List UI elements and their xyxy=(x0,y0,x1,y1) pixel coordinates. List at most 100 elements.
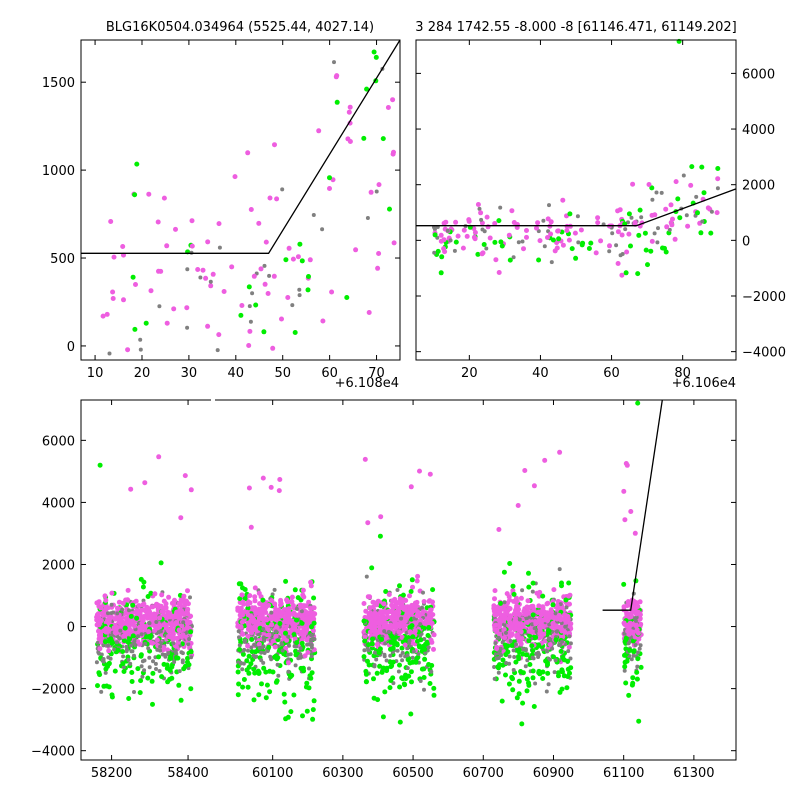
data-point xyxy=(478,207,482,211)
data-point xyxy=(277,488,282,493)
data-point xyxy=(99,690,103,694)
data-point xyxy=(283,716,288,721)
data-point xyxy=(399,617,403,621)
data-point xyxy=(473,230,478,235)
data-point xyxy=(150,671,155,676)
data-point xyxy=(698,230,703,235)
data-point xyxy=(560,669,565,674)
panel-3-points xyxy=(94,401,644,727)
data-point xyxy=(492,596,497,601)
data-point xyxy=(409,589,414,594)
data-point xyxy=(633,531,638,536)
data-point xyxy=(174,655,179,660)
data-point xyxy=(374,658,378,662)
data-point xyxy=(261,329,266,334)
y-tick-label: −4000 xyxy=(31,745,75,760)
data-point xyxy=(716,186,720,190)
data-point xyxy=(291,257,296,262)
data-point xyxy=(388,654,392,658)
data-point xyxy=(103,593,108,598)
panel-bottom: 58200 58400 60100 60300 60500 60700 60900 61100… xyxy=(31,400,736,781)
data-point xyxy=(300,604,305,609)
data-point xyxy=(699,165,704,170)
data-point xyxy=(367,594,372,599)
data-point xyxy=(573,231,578,236)
data-point xyxy=(524,235,529,240)
data-point xyxy=(297,242,302,247)
data-point xyxy=(161,653,165,657)
data-point xyxy=(688,183,693,188)
data-point xyxy=(112,625,117,630)
data-point xyxy=(121,297,126,302)
data-point xyxy=(236,670,241,675)
data-point xyxy=(531,612,536,617)
data-point xyxy=(274,634,279,639)
data-point xyxy=(503,600,507,604)
data-point xyxy=(112,648,116,652)
data-point xyxy=(259,658,263,662)
data-point xyxy=(292,611,297,616)
data-point xyxy=(453,220,458,225)
data-point xyxy=(301,630,306,635)
y-tick-label: 0 xyxy=(742,234,750,249)
data-point xyxy=(432,251,436,255)
data-point xyxy=(623,660,628,665)
data-point xyxy=(536,610,541,615)
data-point xyxy=(372,50,377,55)
data-point xyxy=(292,626,297,631)
data-point xyxy=(465,234,470,239)
data-point xyxy=(344,295,349,300)
data-point xyxy=(171,641,175,645)
data-point xyxy=(555,624,560,629)
data-point xyxy=(238,581,243,586)
data-point xyxy=(389,634,394,639)
data-point xyxy=(518,669,523,674)
data-point xyxy=(503,673,508,678)
data-point xyxy=(247,329,252,334)
data-point xyxy=(246,649,250,653)
data-point xyxy=(259,681,264,686)
data-point xyxy=(627,211,632,216)
data-point xyxy=(415,639,420,644)
data-point xyxy=(623,681,628,686)
data-point xyxy=(429,663,434,668)
data-point xyxy=(402,682,407,687)
panel-3-y-ticks: −4000−20000200040006000 xyxy=(31,434,736,759)
data-point xyxy=(190,244,195,249)
data-point xyxy=(548,642,553,647)
data-point xyxy=(112,255,117,260)
data-point xyxy=(247,654,252,659)
data-point xyxy=(700,220,704,224)
data-point xyxy=(663,207,668,212)
data-point xyxy=(405,614,410,619)
x-tick-label: 60 xyxy=(603,366,620,381)
data-point xyxy=(293,587,298,592)
data-point xyxy=(607,243,612,248)
data-point xyxy=(715,166,720,171)
data-point xyxy=(248,600,253,605)
data-point xyxy=(543,659,548,664)
data-point xyxy=(627,632,632,637)
data-point xyxy=(122,669,127,674)
data-point xyxy=(295,607,299,611)
data-point xyxy=(653,231,657,235)
data-point xyxy=(670,217,675,222)
data-point xyxy=(427,616,432,621)
data-point xyxy=(462,228,467,233)
data-point xyxy=(301,666,306,671)
data-point xyxy=(411,656,415,660)
data-point xyxy=(310,646,314,650)
data-point xyxy=(488,236,493,241)
data-point xyxy=(496,527,501,532)
data-point xyxy=(274,196,279,201)
data-point xyxy=(286,660,291,665)
data-point xyxy=(378,514,383,519)
data-point xyxy=(570,246,575,251)
data-point xyxy=(547,682,551,686)
x-tick-label: 40 xyxy=(532,366,549,381)
data-point xyxy=(410,634,415,639)
data-point xyxy=(558,643,562,647)
data-point xyxy=(247,486,252,491)
data-point xyxy=(269,622,274,627)
panel-1-y-ticks: 050010001500 xyxy=(42,76,400,355)
